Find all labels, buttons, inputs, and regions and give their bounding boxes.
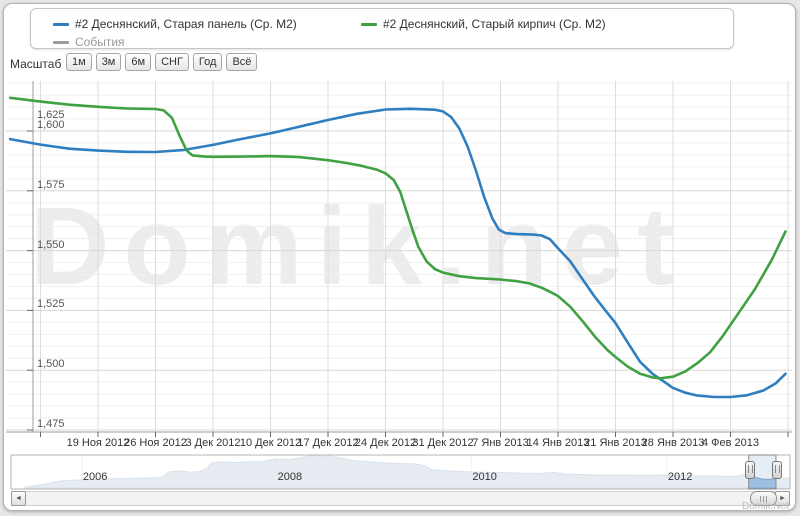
zoom-button-year[interactable]: Год (192, 53, 223, 71)
x-axis-label: 24 Дек 2012 (354, 437, 417, 449)
y-axis-label: 1,475 (37, 418, 65, 430)
handle-grip-icon (774, 465, 780, 473)
legend-item-label: #2 Деснянский, Старая панель (Ср. М2) (75, 17, 297, 31)
scrollbar-track[interactable] (11, 491, 790, 506)
x-axis-label: 21 Янв 2013 (584, 437, 647, 449)
legend-marker-blue (53, 22, 69, 26)
navigator-year-label: 2012 (667, 471, 693, 483)
x-axis-label: 31 Дек 2012 (412, 437, 474, 449)
y-axis-label: 1,525 (37, 298, 65, 311)
chart-panel (3, 3, 796, 511)
x-axis-label: 14 Янв 2013 (526, 437, 590, 449)
gridlines (6, 81, 792, 432)
y-axis-label: 1,550 (37, 238, 65, 251)
legend-item-events[interactable]: События (53, 34, 125, 50)
navigator-year-label: 2010 (472, 471, 497, 483)
navigator-selected-area[interactable] (25, 455, 790, 489)
navigator-year-label: 2006 (82, 471, 108, 483)
zoom-button-ytd[interactable]: СНГ (155, 53, 189, 71)
handle-grip-icon (747, 465, 753, 473)
zoom-toolbar: 1м 3м 6м СНГ Год Всё (66, 53, 258, 71)
legend-item-old-brick[interactable]: #2 Деснянский, Старый кирпич (Ср. М2) (361, 16, 606, 32)
x-axis-label: 17 Дек 2012 (297, 437, 359, 449)
y-axis-label: 1,500 (37, 358, 65, 371)
x-axis-label: 7 Янв 2013 (472, 437, 529, 449)
x-axis-label: 3 Дек 2012 (185, 437, 241, 449)
scrollbar-left-arrow-icon[interactable]: ◄ (11, 491, 26, 506)
series-line-1[interactable] (8, 96, 787, 380)
x-axis-label: 10 Дек 2012 (239, 437, 302, 449)
zoom-button-6m[interactable]: 6м (125, 53, 152, 71)
brand-footer: Domik.Net (742, 501, 789, 512)
navigator-year-label: 2008 (277, 471, 303, 483)
x-axis-label: 26 Ноя 2012 (124, 437, 187, 449)
legend-item-label: #2 Деснянский, Старый кирпич (Ср. М2) (383, 17, 606, 31)
scrollbar-thumb[interactable] (750, 491, 777, 506)
y-axis-label: 1,600 (37, 119, 65, 131)
legend-marker-events (53, 40, 69, 44)
navigator-handle-right[interactable] (772, 461, 782, 479)
zoom-button-3m[interactable]: 3м (95, 53, 122, 71)
axes (6, 81, 792, 437)
legend: #2 Деснянский, Старая панель (Ср. М2) #2… (30, 8, 734, 49)
watermark: Domik.net (30, 185, 688, 308)
legend-marker-green (361, 22, 377, 26)
zoom-button-all[interactable]: Всё (226, 53, 258, 71)
zoom-scale-label: Масштаб (10, 57, 62, 71)
legend-item-old-panel[interactable]: #2 Деснянский, Старая панель (Ср. М2) (53, 16, 297, 32)
x-axis-label: 28 Янв 2013 (641, 437, 705, 449)
legend-item-label: События (75, 35, 125, 49)
navigator[interactable] (10, 454, 791, 490)
y-axis-label: 1,575 (37, 178, 65, 191)
x-axis-label: 19 Ноя 2012 (66, 437, 130, 449)
navigator-handle-left[interactable] (745, 461, 755, 479)
zoom-button-1m[interactable]: 1м (66, 53, 92, 71)
x-axis-label: 4 Фев 2013 (701, 437, 760, 449)
y-axis-label: 1,625 (37, 109, 65, 121)
series-line-0[interactable] (8, 107, 787, 399)
